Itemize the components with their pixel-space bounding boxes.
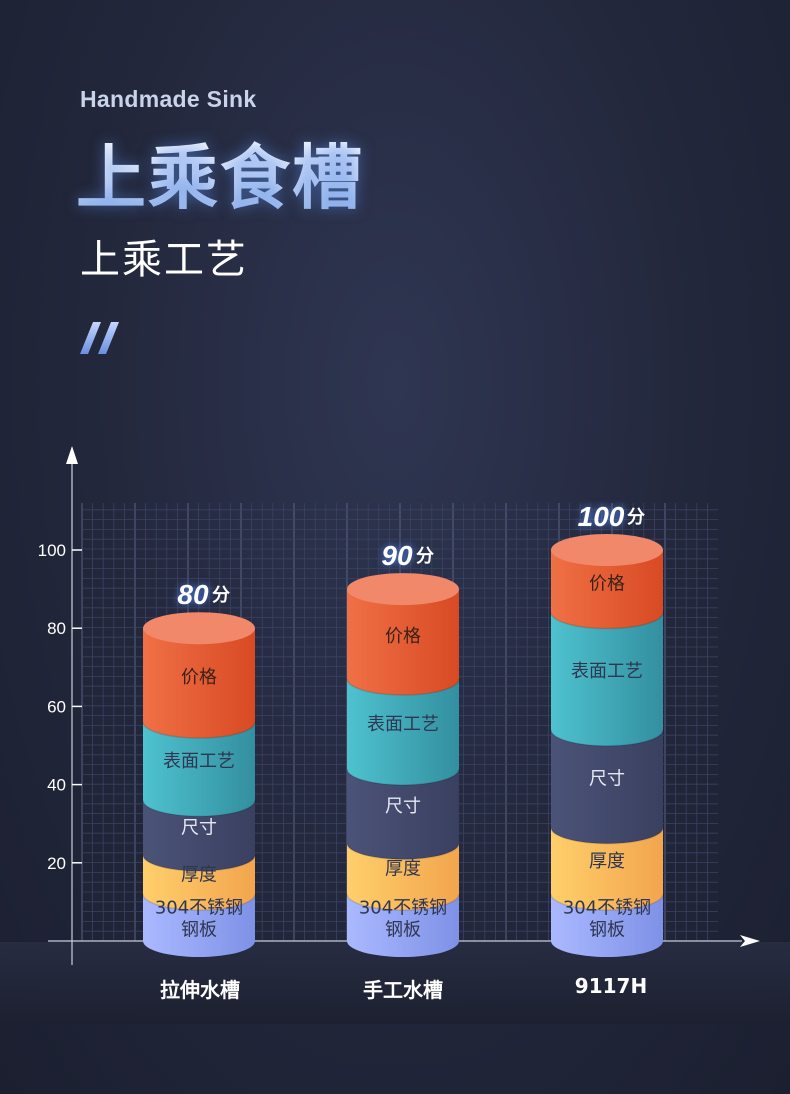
bar-segment	[143, 722, 255, 817]
segment-label: 尺寸	[589, 769, 625, 790]
total-value-label: 90	[381, 540, 413, 571]
bar-seam	[346, 893, 460, 911]
bar-top-cap	[143, 612, 255, 645]
y-tick-label: 100	[38, 541, 66, 560]
segment-label: 价格	[589, 573, 625, 594]
bar-seam	[550, 729, 664, 747]
segment-label: 表面工艺	[571, 661, 643, 682]
bar-segment	[347, 589, 460, 696]
bar-seam	[142, 893, 256, 911]
bar-segment	[347, 843, 460, 911]
total-value-label: 80	[177, 579, 209, 610]
segment-label: 表面工艺	[163, 751, 235, 772]
y-tick-label: 60	[47, 697, 66, 716]
segment-label: 价格	[385, 626, 421, 647]
segment-label: 304不锈钢钢板	[563, 898, 651, 941]
bar-segment	[551, 550, 663, 629]
bar-1: 304不锈钢钢板 厚度 尺寸 表面工艺 价格 90 分	[346, 540, 460, 957]
y-tick-label: 80	[47, 619, 66, 638]
bar-segment	[143, 800, 255, 871]
bar-segment	[347, 768, 460, 860]
bar-segment	[347, 679, 460, 785]
category-label: 9117H	[574, 974, 648, 998]
eyebrow-text: Handmade Sink	[80, 86, 257, 112]
segment-label: 厚度	[385, 859, 421, 880]
bar-seam	[550, 827, 664, 845]
bar-seam	[346, 678, 460, 696]
total-value-label: 100	[578, 501, 625, 532]
bar-top-cap	[347, 573, 459, 606]
bar-seam	[346, 843, 460, 860]
bar-segment	[143, 894, 255, 957]
segment-label: 厚度	[181, 865, 217, 886]
page-subtitle: 上乘工艺	[80, 237, 248, 283]
y-tick-label: 20	[47, 854, 66, 873]
segment-label: 304不锈钢钢板	[155, 898, 243, 941]
segment-label: 尺寸	[385, 796, 421, 817]
bar-seam	[346, 768, 460, 786]
bar-2: 304不锈钢钢板 厚度 尺寸 表面工艺 价格 100 分	[550, 501, 664, 957]
bar-segment	[551, 729, 663, 844]
bar-segment	[143, 628, 255, 739]
bar-segment	[551, 612, 663, 746]
bar-seam	[550, 612, 664, 630]
double-slash-icon	[80, 322, 119, 354]
bar-top-cap	[551, 534, 663, 566]
y-tick-label: 40	[47, 776, 66, 795]
segment-label: 表面工艺	[367, 714, 439, 735]
bar-seam	[142, 721, 256, 739]
bar-seam	[550, 893, 664, 911]
bar-segment	[551, 894, 663, 957]
bar-segment	[347, 894, 459, 957]
total-unit-label: 分	[416, 546, 434, 567]
bar-seam	[142, 854, 256, 872]
total-unit-label: 分	[212, 585, 230, 606]
x-axis-arrow-icon	[740, 935, 760, 947]
bar-seam	[142, 800, 256, 817]
y-axis-arrow-icon	[66, 446, 78, 464]
bar-segment	[551, 827, 663, 911]
category-label: 手工水槽	[363, 978, 443, 1002]
segment-label: 尺寸	[181, 818, 217, 839]
segment-label: 厚度	[589, 851, 625, 872]
segment-label: 价格	[181, 667, 217, 688]
category-label: 拉伸水槽	[160, 978, 240, 1002]
bar-0: 304不锈钢钢板 厚度 尺寸 表面工艺 价格 80 分	[142, 579, 256, 957]
page-title: 上乘食槽	[76, 137, 364, 219]
total-unit-label: 分	[627, 507, 645, 528]
segment-label: 304不锈钢钢板	[359, 898, 447, 941]
